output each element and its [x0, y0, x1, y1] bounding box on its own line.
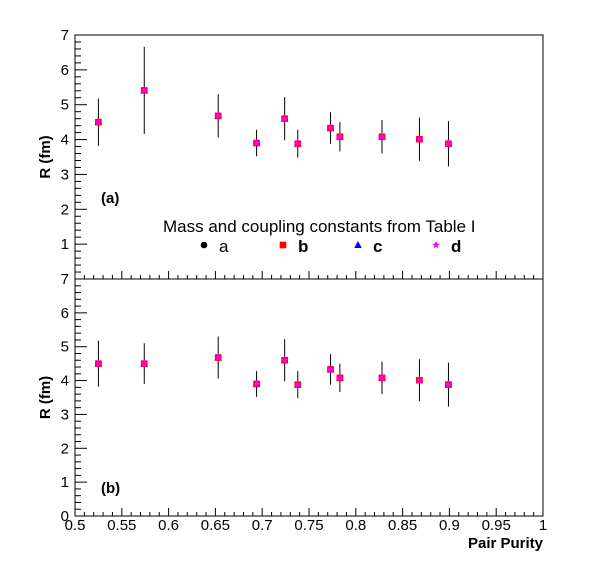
x-tick-label: 1 — [539, 517, 547, 534]
legend-label: c — [373, 237, 382, 256]
marker-d — [335, 132, 344, 141]
legend-marker-d — [432, 240, 440, 249]
x-tick-label: 0.5 — [65, 517, 86, 534]
y-axis-title: R (fm) — [37, 376, 54, 419]
x-tick-label: 0.65 — [201, 517, 230, 534]
data-point — [280, 339, 289, 382]
marker-d — [214, 353, 223, 361]
y-tick-label: 7 — [61, 271, 69, 288]
data-point — [214, 336, 223, 379]
data-point — [293, 129, 302, 158]
data-point — [252, 129, 261, 157]
marker-d — [140, 86, 149, 94]
data-point — [280, 97, 289, 141]
y-tick-label: 6 — [61, 305, 69, 322]
y-tick-label: 1 — [61, 236, 69, 253]
y-tick-label: 4 — [61, 132, 69, 149]
marker-d — [415, 376, 424, 384]
panel-tag: (a) — [101, 190, 119, 207]
y-tick-label: 1 — [61, 474, 69, 491]
panel-a: 1 2 3 4 5 6 7 R (fm) (a) — [37, 27, 544, 280]
legend-entry-b: b — [279, 237, 308, 256]
y-tick-label: 2 — [61, 440, 69, 457]
data-point — [214, 94, 223, 138]
data-point — [335, 363, 344, 393]
panel-b: 0 1 2 3 4 5 6 7 R (fm) (b) — [37, 271, 544, 525]
marker-d — [252, 138, 261, 147]
marker-d — [94, 359, 103, 368]
y-axis-title: R (fm) — [37, 135, 54, 178]
y-tick-label: 5 — [61, 339, 69, 356]
data-point — [415, 117, 424, 161]
legend-entry-a: a — [200, 237, 229, 256]
marker-d — [94, 117, 103, 126]
y-tick-label: 6 — [61, 62, 69, 79]
marker-d — [293, 139, 302, 148]
marker-d — [280, 114, 289, 123]
x-axis-title: Pair Purity — [468, 535, 544, 552]
y-tick-label: 7 — [61, 27, 69, 44]
data-point — [326, 354, 335, 385]
data-point — [94, 340, 103, 387]
legend-marker-a — [200, 241, 208, 249]
data-point — [94, 98, 103, 146]
data-point — [415, 359, 424, 402]
marker-d — [444, 139, 453, 148]
marker-d — [326, 123, 335, 132]
data-point — [140, 46, 149, 134]
y-tick-label: 3 — [61, 406, 69, 423]
x-tick-label: 0.85 — [388, 517, 417, 534]
legend-entry-d: d — [432, 237, 461, 256]
data-point — [444, 362, 453, 407]
y-tick-label: 4 — [61, 373, 69, 390]
marker-d — [378, 132, 386, 141]
marker-d — [326, 365, 335, 373]
marker-d — [140, 359, 149, 368]
y-tick-label: 5 — [61, 97, 69, 114]
legend-label: d — [451, 237, 461, 256]
marker-d — [252, 379, 261, 388]
marker-d — [444, 380, 453, 389]
x-tick-label: 0.9 — [439, 517, 460, 534]
legend-marker-b — [279, 241, 287, 249]
marker-d — [280, 356, 289, 364]
data-point — [335, 122, 344, 152]
x-tick-label: 0.7 — [252, 517, 273, 534]
x-tick-label: 0.6 — [158, 517, 179, 534]
data-point — [444, 121, 453, 167]
marker-d — [214, 111, 223, 120]
x-tick-label: 0.95 — [482, 517, 511, 534]
x-tick-label: 0.75 — [294, 517, 323, 534]
y-tick-label: 3 — [61, 166, 69, 183]
x-tick-label: 0.8 — [345, 517, 366, 534]
x-axis: 0.5 0.55 0.6 0.65 0.7 0.75 0.8 0.85 0.9 0.95 1Pair… — [65, 517, 548, 552]
marker-d — [293, 380, 302, 389]
legend-entry-c: c — [354, 237, 382, 256]
data-point — [326, 112, 335, 144]
plot-frame — [74, 278, 544, 517]
legend-label: a — [219, 237, 229, 256]
legend-marker-c — [354, 241, 362, 248]
data-point — [252, 371, 261, 397]
data-point — [293, 371, 302, 399]
legend: Mass and coupling constants from Table I… — [163, 217, 475, 256]
y-tick-label: 2 — [61, 201, 69, 218]
x-tick-label: 0.55 — [107, 517, 136, 534]
y-tick-label: 0 — [61, 508, 69, 525]
data-point — [378, 361, 386, 395]
legend-label: b — [298, 237, 308, 256]
legend-title: Mass and coupling constants from Table I — [163, 217, 475, 236]
panel-tag: (b) — [101, 480, 120, 497]
data-point — [140, 343, 149, 384]
marker-d — [415, 135, 424, 143]
plot-frame — [74, 34, 544, 280]
marker-d — [378, 373, 386, 382]
data-point — [378, 120, 386, 154]
marker-d — [335, 373, 344, 382]
